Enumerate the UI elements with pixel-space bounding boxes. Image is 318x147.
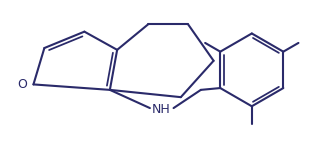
Text: O: O [17,78,27,91]
Text: NH: NH [152,103,171,116]
